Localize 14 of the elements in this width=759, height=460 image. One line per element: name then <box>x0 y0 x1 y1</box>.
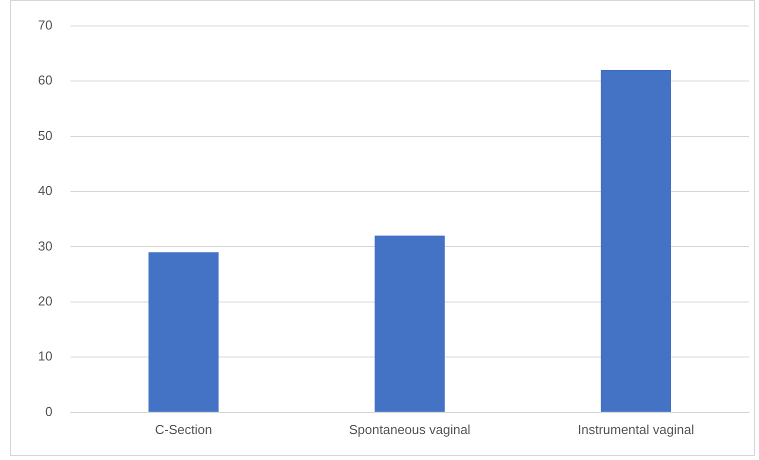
y-tick-label: 30 <box>38 238 52 254</box>
bar <box>600 70 671 412</box>
x-tick-label: C-Section <box>155 422 212 437</box>
y-tick-label: 40 <box>38 183 52 198</box>
y-tick-label: 50 <box>38 128 52 143</box>
x-tick-label: Spontaneous vaginal <box>349 422 471 437</box>
bar <box>148 252 219 412</box>
y-tick-label: 10 <box>38 348 52 364</box>
y-tick-label: 0 <box>45 404 52 419</box>
y-tick-label: 20 <box>38 294 52 309</box>
y-tick-label: 70 <box>38 17 52 32</box>
y-tick-label: 60 <box>38 72 52 88</box>
x-tick-label: Instrumental vaginal <box>578 422 694 437</box>
bar <box>374 236 445 412</box>
